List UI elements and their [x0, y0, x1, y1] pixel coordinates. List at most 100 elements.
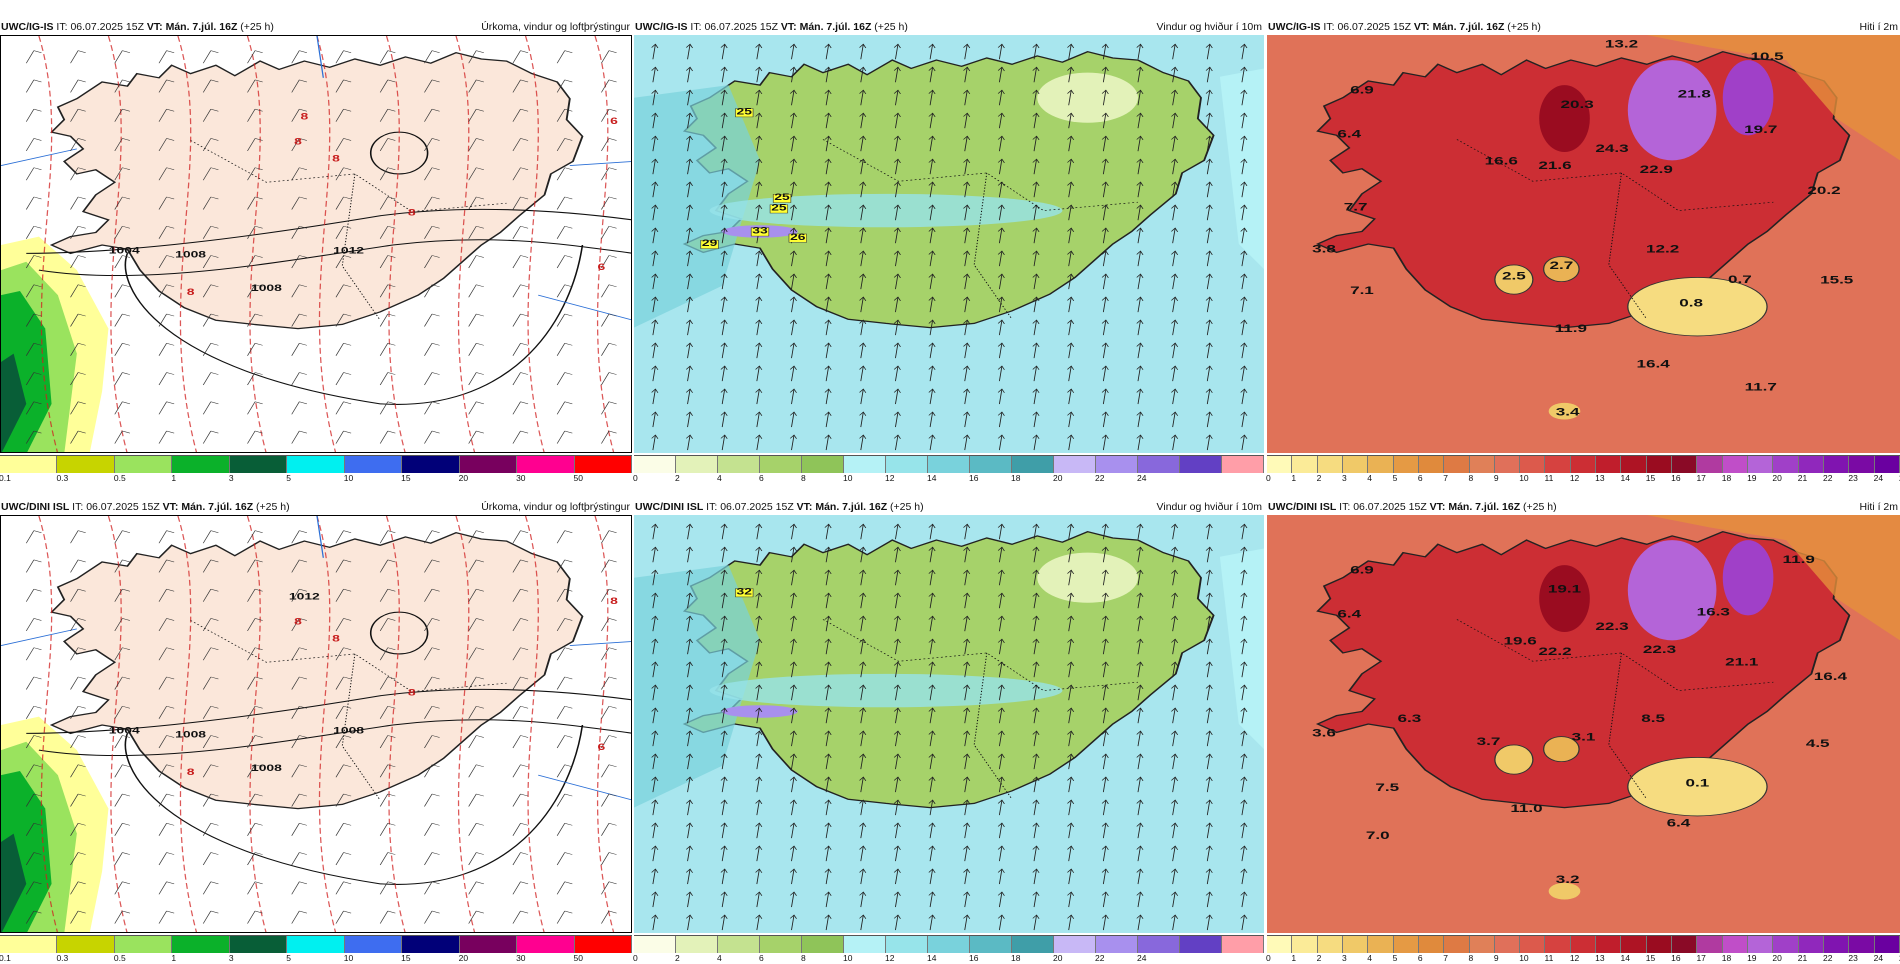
map-value-label: 11.9	[1555, 322, 1587, 334]
tick-label: 8	[1468, 473, 1474, 483]
svg-text:0.1: 0.1	[1686, 777, 1710, 789]
map-value-label: 11.9	[1783, 554, 1815, 566]
color-swatch	[1570, 456, 1597, 473]
color-swatch	[1697, 456, 1723, 473]
panel-header: UWC/IG-IS IT: 06.07.2025 15Z VT: Mán. 7.…	[1267, 20, 1900, 34]
color-swatch	[634, 936, 676, 953]
tick-label: 14	[927, 473, 937, 483]
color-swatch	[1054, 456, 1096, 473]
vt-label: VT:	[146, 21, 163, 33]
svg-text:3.7: 3.7	[1477, 736, 1501, 748]
svg-text:6.4: 6.4	[1667, 817, 1691, 829]
color-swatch	[1292, 456, 1318, 473]
vt-label: VT:	[1429, 501, 1446, 513]
panel-title: Vindur og hviður í 10m	[1156, 21, 1262, 33]
color-swatch	[1798, 456, 1824, 473]
color-swatch	[1469, 936, 1495, 953]
tick-label: 22	[1823, 473, 1833, 483]
map-value-label: 21.8	[1678, 88, 1711, 100]
tick-label: 16	[1671, 473, 1681, 483]
tick-label: 4	[717, 953, 722, 963]
svg-text:0.8: 0.8	[1679, 297, 1703, 309]
tick-label: 11	[1544, 953, 1554, 963]
tick-label: 20	[458, 953, 469, 963]
map-value-label: 8.5	[1641, 713, 1665, 725]
tick-label: 24	[1137, 473, 1147, 483]
vt-label: VT:	[780, 21, 797, 33]
tick-label: 12	[1569, 953, 1580, 963]
color-swatch	[1773, 456, 1799, 473]
map-value-label: 0.7	[1728, 274, 1752, 286]
model-name: UWC/IG-IS	[1268, 21, 1321, 33]
svg-text:6.4: 6.4	[1337, 128, 1361, 140]
tick-label: 0	[633, 473, 638, 483]
tick-label: 14	[1620, 473, 1630, 483]
map-value-label: 8	[187, 287, 195, 297]
map-value-label: 3.8	[1312, 243, 1336, 255]
panel-title: Hiti í 2m	[1859, 501, 1898, 513]
tick-label: 0.1	[0, 953, 11, 963]
color-swatch	[802, 456, 844, 473]
map-value-label: 0.1	[1686, 777, 1710, 789]
color-swatch	[1012, 456, 1054, 473]
svg-text:8: 8	[408, 688, 416, 698]
color-swatch	[1849, 936, 1875, 953]
svg-text:1008: 1008	[251, 283, 282, 293]
map-value-label: 16.6	[1485, 155, 1518, 167]
map-panel-wind: UWC/DINI ISL IT: 06.07.2025 15Z VT: Mán.…	[633, 500, 1264, 964]
svg-text:10.5: 10.5	[1750, 51, 1783, 63]
svg-text:8: 8	[187, 767, 195, 777]
map-value-label: 6.4	[1337, 608, 1361, 620]
map-value-label: 8	[332, 154, 340, 164]
tick-label: 2	[675, 953, 680, 963]
valid-time: Mán. 7.júl. 16Z	[181, 501, 254, 513]
map-value-label: 0.8	[1679, 297, 1703, 309]
vt-label: VT:	[796, 501, 813, 513]
map-value-label: 20.2	[1807, 184, 1840, 196]
color-swatch	[1222, 456, 1264, 473]
color-swatch	[1520, 936, 1546, 953]
panel-title: Vindur og hviður í 10m	[1156, 501, 1262, 513]
it-label: IT:	[1339, 501, 1351, 513]
tick-label: 5	[1392, 953, 1398, 963]
color-swatch	[634, 456, 676, 473]
vt-label: VT:	[162, 501, 179, 513]
color-swatch	[1317, 456, 1343, 473]
tick-label: 13	[1595, 953, 1605, 963]
svg-text:6.4: 6.4	[1337, 608, 1361, 620]
map-value-label: 32	[735, 587, 754, 598]
color-swatch	[1096, 936, 1138, 953]
init-time: 06.07.2025 15Z	[720, 501, 794, 513]
map-value-label: 6.4	[1337, 128, 1361, 140]
tick-label: 10	[1519, 953, 1529, 963]
svg-text:16.4: 16.4	[1814, 671, 1847, 683]
svg-text:22.3: 22.3	[1595, 621, 1628, 633]
it-label: IT:	[1323, 21, 1335, 33]
color-swatch	[114, 936, 173, 953]
svg-text:8: 8	[294, 137, 302, 147]
tick-label: 10	[1519, 473, 1529, 483]
tick-label: 14	[927, 953, 937, 963]
svg-text:1008: 1008	[251, 763, 282, 773]
it-label: IT:	[690, 21, 702, 33]
svg-text:6.9: 6.9	[1350, 84, 1374, 96]
color-swatch	[1267, 456, 1293, 473]
tick-label: 2	[1316, 953, 1322, 963]
color-swatch	[1596, 936, 1622, 953]
panel-title: Úrkoma, vindur og loftþrýstingur	[481, 21, 630, 33]
model-name: UWC/DINI ISL	[1268, 501, 1337, 513]
svg-text:1008: 1008	[333, 726, 364, 736]
valid-time: Mán. 7.júl. 16Z	[165, 21, 238, 33]
color-swatch	[1672, 936, 1698, 953]
color-swatch	[1096, 456, 1138, 473]
color-scale-bar	[0, 455, 632, 473]
init-time: 06.07.2025 15Z	[70, 21, 144, 33]
svg-text:22.3: 22.3	[1643, 644, 1676, 656]
svg-text:13.2: 13.2	[1605, 38, 1638, 50]
tick-label: 18	[1011, 473, 1021, 483]
svg-text:3.2: 3.2	[1556, 873, 1580, 885]
precip-map: 1004 1008 1008 1008 1012 8 8 8 6 8 8	[0, 515, 632, 933]
tick-label: 8	[1468, 953, 1474, 963]
svg-text:22.2: 22.2	[1538, 646, 1571, 658]
svg-text:15.5: 15.5	[1820, 274, 1853, 286]
